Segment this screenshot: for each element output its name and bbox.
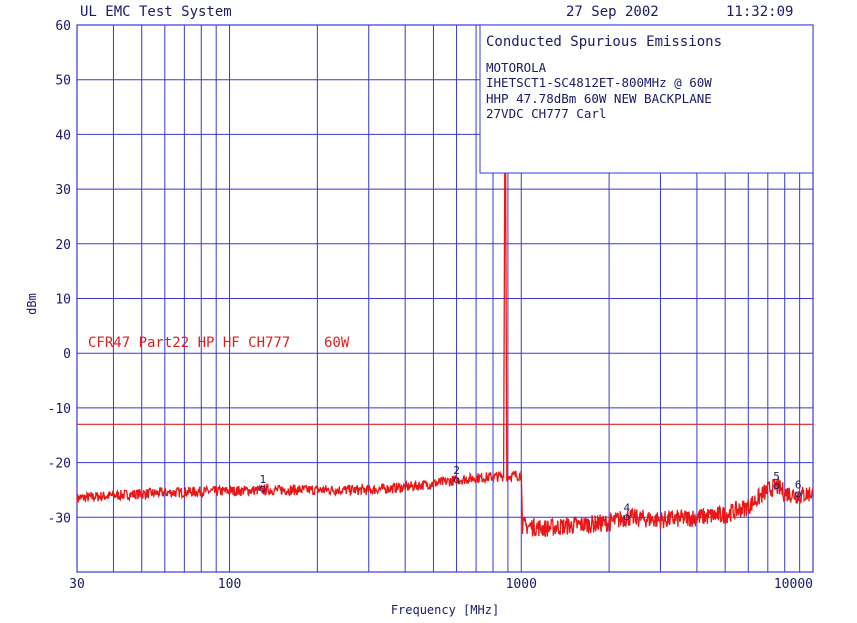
y-tick-label: 60 [55, 19, 71, 34]
plot-frame [76, 24, 814, 573]
emission-trace [76, 57, 814, 538]
marker-point [795, 491, 802, 498]
info-line-1: MOTOROLA [486, 60, 547, 75]
marker-point [259, 485, 266, 492]
y-tick-label: 10 [55, 293, 71, 308]
marker-label: 5 [773, 470, 780, 483]
marker-point [623, 514, 630, 521]
info-line-2: IHETSCT1-SC4812ET-800MHz @ 60W [486, 75, 712, 90]
y-tick-label: 40 [55, 128, 71, 143]
marker-label: 4 [623, 501, 630, 514]
info-line-3: HHP 47.78dBm 60W NEW BACKPLANE [486, 91, 712, 106]
y-tick-label: -30 [48, 511, 71, 526]
test-time: 11:32:09 [726, 4, 793, 20]
marker-point [453, 477, 460, 484]
x-tick-label: 1000 [506, 577, 537, 592]
x-tick-label: 30 [69, 577, 85, 592]
y-tick-label: 20 [55, 238, 71, 253]
marker-label: 2 [453, 464, 460, 477]
y-tick-label: 30 [55, 183, 71, 198]
info-title: Conducted Spurious Emissions [486, 34, 722, 50]
y-tick-label: 50 [55, 74, 71, 89]
x-tick-label: 10000 [774, 577, 813, 592]
info-line-4: 27VDC CH777 Carl [486, 106, 606, 121]
marker-label: 6 [795, 478, 802, 491]
marker-label: 1 [259, 473, 266, 486]
limit-label: CFR47 Part22 HP HF CH777 60W [88, 335, 350, 351]
info-box [479, 24, 814, 174]
y-tick-label: 0 [63, 347, 71, 362]
y-tick-label: -10 [48, 402, 71, 417]
y-tick-labels: 60 50 40 30 20 10 0 -10 -20 -30 [48, 19, 71, 526]
system-title: UL EMC Test System [80, 4, 232, 20]
y-axis-label: dBm [25, 293, 39, 315]
x-tick-labels: 30 100 1000 10000 [69, 577, 813, 592]
y-tick-label: -20 [48, 457, 71, 472]
marker-point [773, 483, 780, 490]
x-tick-label: 100 [218, 577, 241, 592]
x-axis-label: Frequency [MHz] [391, 603, 499, 617]
test-date: 27 Sep 2002 [566, 4, 659, 20]
